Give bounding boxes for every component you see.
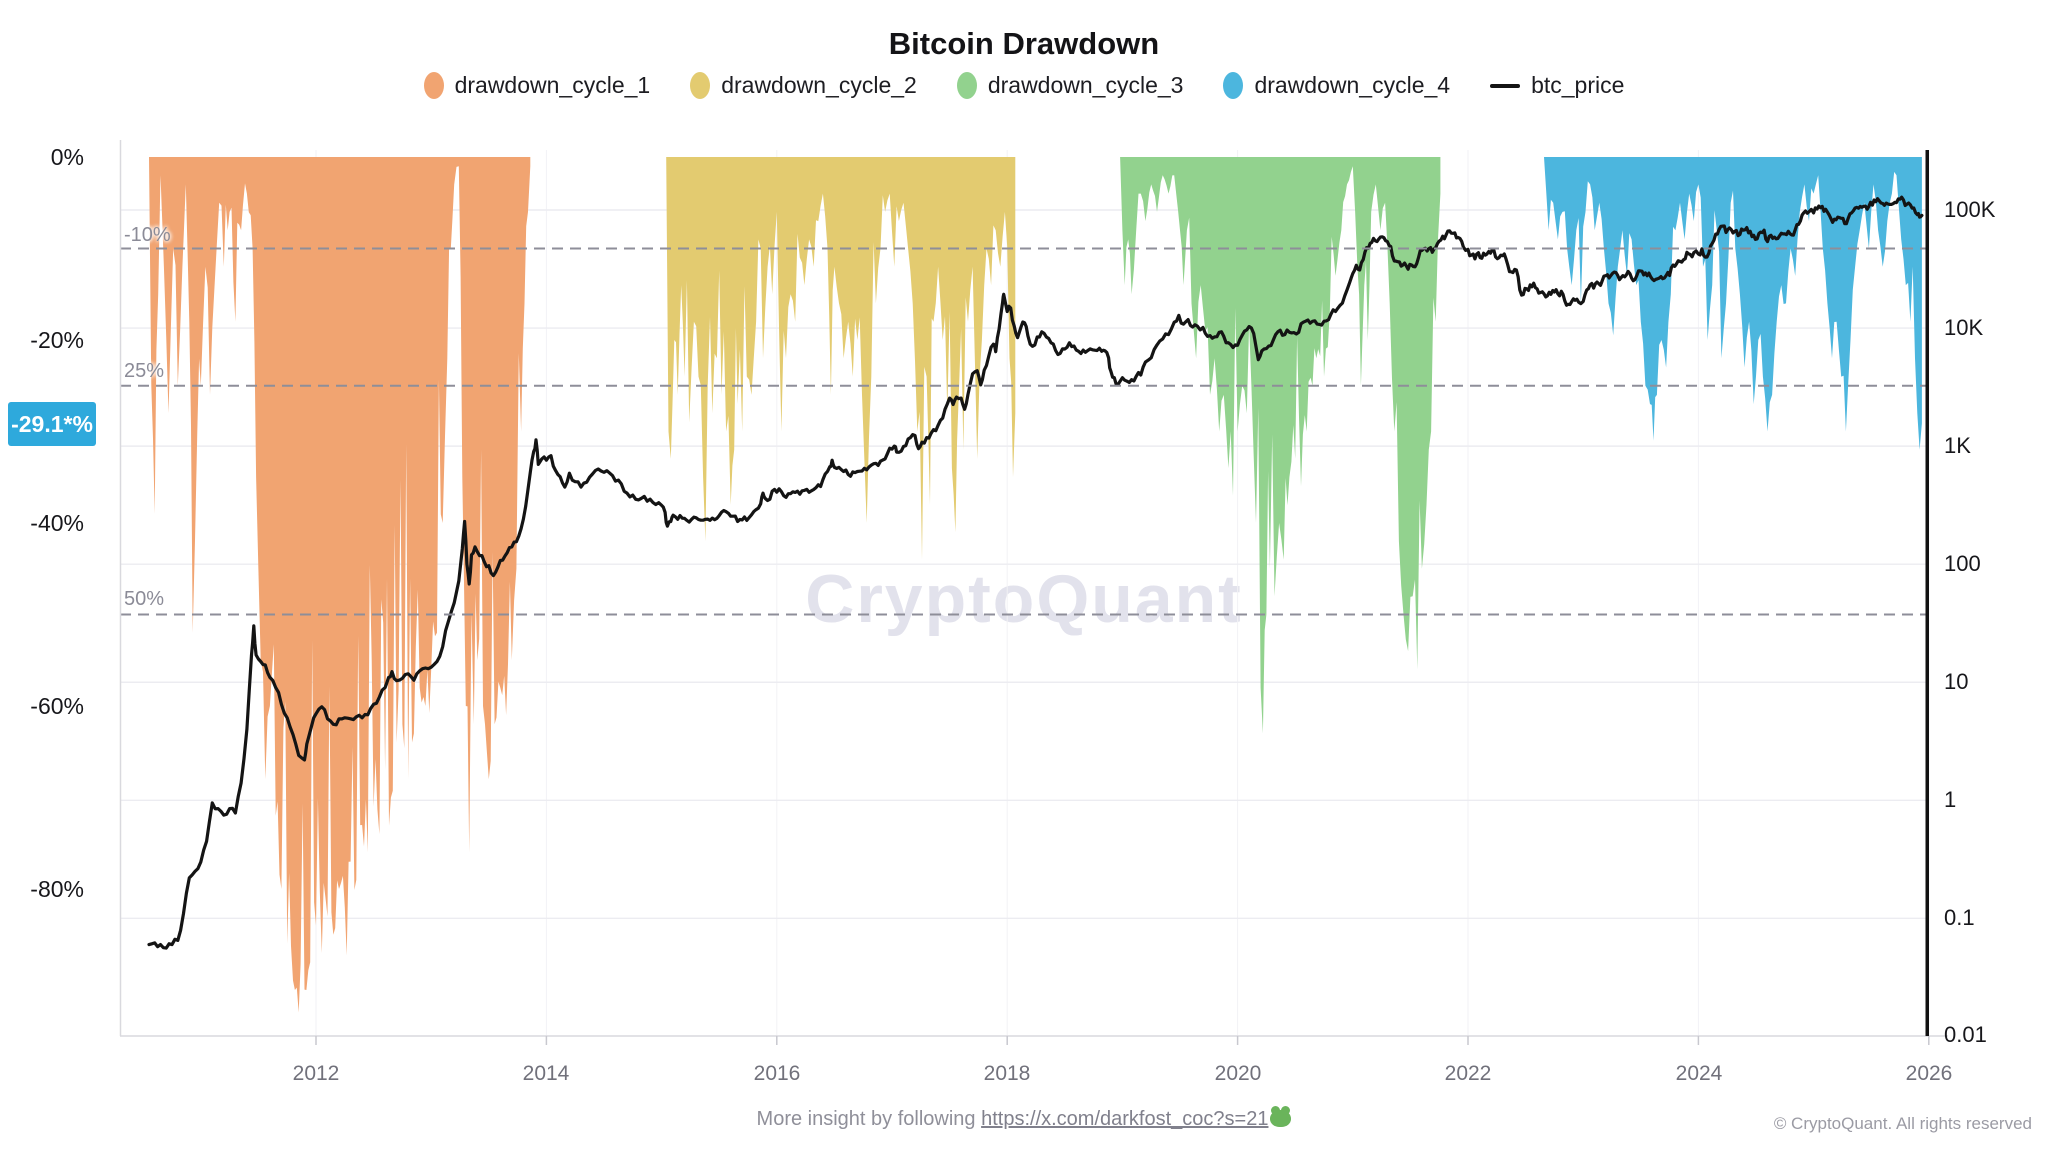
ref-line-label: -10%: [124, 224, 171, 246]
legend-item-btc-price[interactable]: btc_price: [1490, 72, 1624, 99]
y-right-tick: 10: [1944, 669, 1969, 694]
ref-line-label: 50%: [124, 588, 165, 610]
page-title: Bitcoin Drawdown: [888, 26, 1160, 61]
y-right-tick: 1K: [1944, 433, 1971, 458]
y-right-tick: 10K: [1944, 315, 1984, 340]
footer-link[interactable]: https://x.com/darkfost_coc?s=21: [981, 1108, 1269, 1130]
x-tick: 2022: [1444, 1062, 1492, 1085]
footer-note: More insight by following https://x.com/…: [0, 1106, 2048, 1131]
legend-item-cycle-3[interactable]: drawdown_cycle_3: [956, 72, 1184, 99]
frog-emoji-icon: [1270, 1106, 1292, 1127]
current-drawdown-badge: -29.1*%: [8, 402, 96, 446]
price-line-swatch-icon: [1490, 83, 1521, 88]
cycle-3-swatch-icon: [956, 72, 977, 99]
y-left-tick: -40%: [30, 510, 84, 536]
legend-label: drawdown_cycle_1: [454, 72, 651, 98]
x-tick: 2026: [1905, 1062, 1953, 1085]
copyright-text: © CryptoQuant. All rights reserved: [1773, 1114, 2032, 1133]
cycle-2-swatch-icon: [690, 72, 711, 99]
ref-line-label: 25%: [124, 360, 165, 382]
legend-label: drawdown_cycle_2: [721, 72, 917, 98]
y-right-tick: 100: [1944, 551, 1981, 576]
footer-prefix: More insight by following: [756, 1108, 982, 1130]
legend-item-cycle-2[interactable]: drawdown_cycle_2: [690, 72, 917, 99]
x-tick: 2016: [753, 1062, 801, 1085]
legend-label: drawdown_cycle_4: [1254, 72, 1451, 98]
legend-label: drawdown_cycle_3: [987, 72, 1184, 98]
cycle-4-swatch-icon: [1223, 72, 1244, 99]
y-left-tick: -60%: [30, 693, 84, 719]
legend-label: btc_price: [1531, 72, 1625, 98]
cryptoquant-watermark: CryptoQuant: [805, 561, 1243, 637]
x-tick: 2014: [522, 1062, 570, 1085]
y-right-tick: 0.1: [1944, 905, 1975, 930]
cycle-1-swatch-icon: [423, 72, 444, 99]
y-right-tick: 100K: [1944, 197, 1996, 222]
y-right-tick: 1: [1944, 787, 1957, 812]
x-tick: 2012: [292, 1062, 340, 1085]
x-tick: 2024: [1675, 1062, 1723, 1085]
legend-item-cycle-4[interactable]: drawdown_cycle_4: [1223, 72, 1450, 99]
x-tick: 2020: [1214, 1062, 1262, 1085]
y-left-tick: -20%: [30, 327, 84, 353]
y-left-tick: -80%: [30, 876, 84, 902]
x-tick: 2018: [983, 1062, 1031, 1085]
y-right-tick: 0.01: [1944, 1022, 1987, 1047]
legend: drawdown_cycle_1 drawdown_cycle_2 drawdo…: [0, 72, 2048, 99]
y-left-tick: 0%: [50, 144, 84, 170]
legend-item-cycle-1[interactable]: drawdown_cycle_1: [423, 72, 651, 99]
